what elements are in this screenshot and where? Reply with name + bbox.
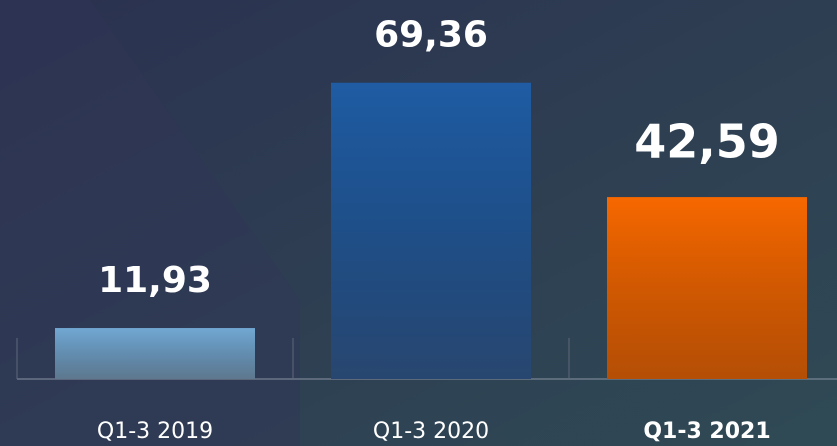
x-tick-label: Q1-3 2020 xyxy=(373,419,489,444)
x-tick-label: Q1-3 2019 xyxy=(97,419,213,444)
value-label: 11,93 xyxy=(98,260,212,301)
x-tick-label: Q1-3 2021 xyxy=(643,419,770,444)
bar-shade xyxy=(55,328,255,379)
value-label: 42,59 xyxy=(634,115,780,169)
bar-shade xyxy=(607,197,807,379)
value-label: 69,36 xyxy=(374,15,488,56)
bar-shade xyxy=(331,82,531,380)
